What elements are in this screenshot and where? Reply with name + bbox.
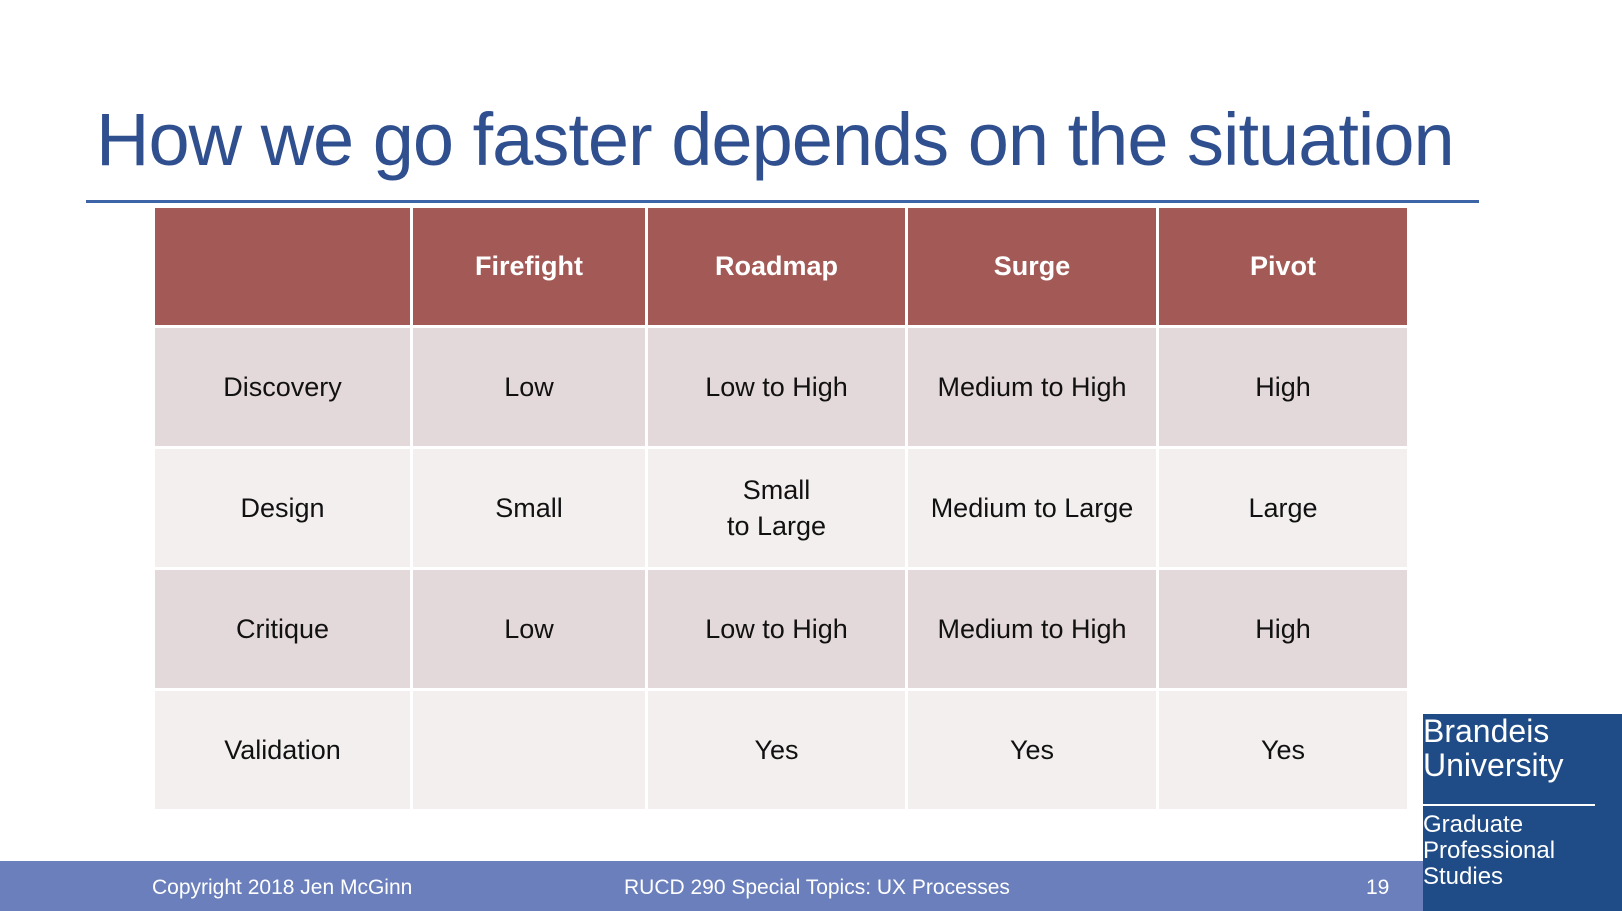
header-cell-roadmap: Roadmap <box>648 208 905 325</box>
row-label-cell: Validation <box>155 691 410 809</box>
table-row-design: Design Small Small to Large Medium to La… <box>155 449 1407 567</box>
table-cell: Yes <box>1159 691 1407 809</box>
table-row-validation: Validation Yes Yes Yes <box>155 691 1407 809</box>
school-name-line2: Professional <box>1423 837 1556 864</box>
table-cell: Low to High <box>648 570 905 688</box>
table-cell <box>413 691 645 809</box>
university-name: Brandeis University <box>1423 714 1563 782</box>
footer-course-title: RUCD 290 Special Topics: UX Processes <box>624 876 1010 899</box>
table-cell: High <box>1159 328 1407 446</box>
table-cell: Small <box>413 449 645 567</box>
school-name: Graduate Professional Studies <box>1423 812 1555 890</box>
table-row-discovery: Discovery Low Low to High Medium to High… <box>155 328 1407 446</box>
table-cell: Yes <box>908 691 1156 809</box>
school-name-line3: Studies <box>1423 863 1504 890</box>
footer-bar <box>0 861 1622 911</box>
table-row-critique: Critique Low Low to High Medium to High … <box>155 570 1407 688</box>
footer-copyright: Copyright 2018 Jen McGinn <box>152 876 413 899</box>
table-cell: Medium to Large <box>908 449 1156 567</box>
table-cell: Low to High <box>648 328 905 446</box>
logo-divider <box>1423 804 1595 806</box>
table-header-row: Firefight Roadmap Surge Pivot <box>155 208 1407 325</box>
university-name-line1: Brandeis <box>1423 713 1550 749</box>
school-name-line1: Graduate <box>1423 811 1524 838</box>
table-cell: Low <box>413 570 645 688</box>
header-cell-pivot: Pivot <box>1159 208 1407 325</box>
table-cell: High <box>1159 570 1407 688</box>
table-cell: Small to Large <box>648 449 905 567</box>
row-label-cell: Design <box>155 449 410 567</box>
header-cell-firefight: Firefight <box>413 208 645 325</box>
table-cell: Yes <box>648 691 905 809</box>
university-logo: Brandeis University Graduate Professiona… <box>1423 714 1622 911</box>
table-cell: Medium to High <box>908 570 1156 688</box>
footer-page-number: 19 <box>1366 876 1390 899</box>
table-cell: Medium to High <box>908 328 1156 446</box>
title-divider <box>86 200 1479 203</box>
row-label-cell: Discovery <box>155 328 410 446</box>
university-name-line2: University <box>1423 747 1564 783</box>
header-cell-surge: Surge <box>908 208 1156 325</box>
table-cell: Low <box>413 328 645 446</box>
slide-title: How we go faster depends on the situatio… <box>96 98 1455 181</box>
row-label-cell: Critique <box>155 570 410 688</box>
table-cell: Large <box>1159 449 1407 567</box>
comparison-table: Firefight Roadmap Surge Pivot Discovery … <box>152 205 1410 812</box>
header-cell-empty <box>155 208 410 325</box>
